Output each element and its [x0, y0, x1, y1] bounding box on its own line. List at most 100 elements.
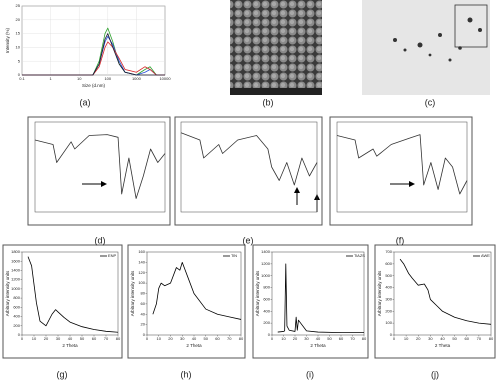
x-tick-label: 50	[452, 336, 457, 341]
y-tick-label: 800	[13, 295, 20, 300]
x-tick-label: 40	[68, 336, 73, 341]
x-tick-label: 60	[465, 336, 470, 341]
panel-label: (h)	[181, 369, 192, 379]
panel-label: (e)	[243, 235, 254, 245]
y-tick-label: 1800	[11, 249, 21, 254]
series-line	[399, 258, 492, 325]
y-tick-label: 120	[138, 270, 145, 275]
x-tick-label: 30	[56, 336, 61, 341]
x-tick-label: 80	[362, 336, 367, 341]
x-tick-label: 70	[227, 336, 232, 341]
y-axis-label: Arbitrary intensity units	[130, 270, 135, 316]
x-tick-label: 10	[281, 336, 286, 341]
series-line	[27, 256, 119, 333]
y-tick-label: 500	[385, 273, 392, 278]
y-tick-label: 1000	[261, 273, 271, 278]
x-axis-label: 2 Theta	[310, 343, 326, 348]
panel-frame	[174, 116, 323, 226]
x-tick-label: 60	[92, 336, 97, 341]
x-tick-label: 30	[180, 336, 185, 341]
series-line	[336, 134, 468, 195]
panel-label: (a)	[80, 97, 91, 107]
x-tick-label: 0	[393, 336, 396, 341]
x-tick-label: 70	[104, 336, 109, 341]
y-tick-label: 400	[385, 285, 392, 290]
y-tick-label: 600	[263, 296, 270, 301]
y-tick-label: 0	[143, 332, 146, 337]
x-tick-label: 80	[489, 336, 494, 341]
y-tick-label: 400	[263, 308, 270, 313]
y-tick-label: 200	[13, 323, 20, 328]
x-tick-label: 10	[157, 336, 162, 341]
y-tick-label: 0	[18, 72, 21, 77]
panel-frame	[2, 244, 123, 359]
y-tick-label: 5	[18, 58, 21, 63]
plot-area	[336, 121, 468, 213]
y-tick-label: 15	[16, 31, 21, 36]
y-tick-label: 10	[16, 44, 21, 49]
y-tick-label: 1400	[261, 249, 271, 254]
y-tick-label: 600	[13, 304, 20, 309]
series-line	[22, 35, 165, 76]
y-tick-label: 300	[385, 296, 392, 301]
x-tick-label: 80	[239, 336, 244, 341]
panel-label: (j)	[431, 369, 439, 379]
y-tick-label: 140	[138, 259, 145, 264]
y-tick-label: 1200	[11, 277, 21, 282]
tem-image	[362, 0, 490, 95]
y-axis-label: Arbitrary intensity units	[5, 270, 10, 316]
x-tick-label: 40	[316, 336, 321, 341]
x-tick-label: 20	[44, 336, 49, 341]
y-tick-label: 0	[390, 332, 393, 337]
y-axis-label: Arbitrary intensity units	[377, 270, 382, 316]
x-tick-label: 20	[416, 336, 421, 341]
x-tick-label: 10	[77, 76, 82, 81]
y-tick-label: 100	[385, 320, 392, 325]
panel-label: (i)	[306, 369, 314, 379]
y-axis-label: Intensity (%)	[5, 27, 10, 53]
sem-info-bar	[230, 88, 322, 95]
x-tick-label: 60	[215, 336, 220, 341]
panel-label: (c)	[425, 97, 436, 107]
tem-inset	[454, 4, 488, 48]
x-tick-label: 1	[49, 76, 52, 81]
y-tick-label: 60	[141, 301, 146, 306]
legend-label: TiAZS	[354, 253, 365, 258]
x-tick-label: 40	[192, 336, 197, 341]
y-tick-label: 200	[263, 320, 270, 325]
y-tick-label: 600	[385, 261, 392, 266]
plot-area	[21, 251, 119, 336]
x-tick-label: 20	[168, 336, 173, 341]
y-tick-label: 0	[18, 332, 21, 337]
y-tick-label: 80	[141, 291, 146, 296]
y-tick-label: 700	[385, 249, 392, 254]
panel-label: (f)	[396, 235, 405, 245]
y-tick-label: 40	[141, 311, 146, 316]
y-tick-label: 20	[141, 322, 146, 327]
legend-label: ENP	[108, 253, 117, 258]
legend-label: TiN	[231, 253, 237, 258]
sem-image	[230, 0, 322, 95]
panel-frame	[374, 244, 496, 359]
x-tick-label: 20	[293, 336, 298, 341]
x-tick-label: 0.1	[19, 76, 25, 81]
y-tick-label: 200	[385, 308, 392, 313]
y-tick-label: 1200	[261, 261, 271, 266]
x-tick-label: 70	[350, 336, 355, 341]
x-tick-label: 60	[339, 336, 344, 341]
y-tick-label: 1400	[11, 268, 21, 273]
x-tick-label: 0	[21, 336, 24, 341]
x-tick-label: 100	[104, 76, 111, 81]
panel-frame	[252, 244, 369, 359]
x-axis-label: 2 Theta	[62, 343, 78, 348]
plot-area	[180, 121, 318, 213]
series-line	[22, 41, 165, 76]
x-tick-label: 50	[80, 336, 85, 341]
x-tick-label: 0	[146, 336, 149, 341]
x-tick-label: 0	[271, 336, 274, 341]
x-tick-label: 80	[116, 336, 121, 341]
series-line	[34, 134, 166, 199]
